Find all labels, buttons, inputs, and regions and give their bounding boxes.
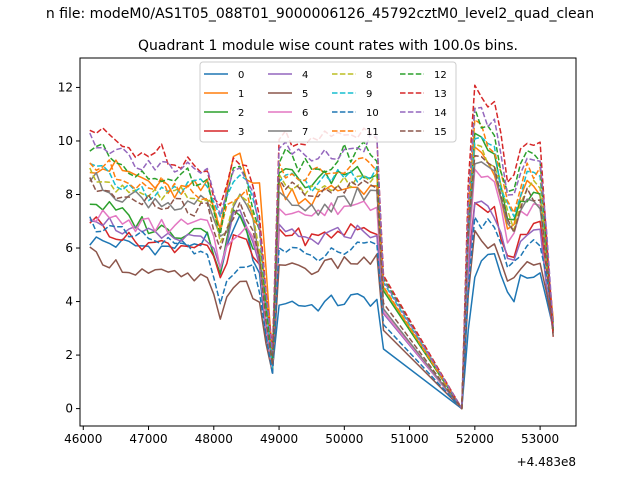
- series-line-6: [89, 168, 554, 410]
- x-tick-label: 49000: [260, 432, 298, 446]
- y-tick-label: 10: [58, 134, 73, 148]
- legend-label-1: 1: [238, 89, 244, 100]
- series-line-13: [89, 84, 554, 410]
- legend-label-10: 10: [366, 108, 379, 119]
- y-tick-label: 4: [65, 295, 73, 309]
- legend-label-7: 7: [302, 127, 308, 138]
- series-line-15: [89, 154, 554, 410]
- series-line-5: [89, 229, 554, 410]
- legend-label-0: 0: [238, 70, 244, 81]
- x-tick-label: 53000: [521, 432, 559, 446]
- legend-label-3: 3: [238, 127, 244, 138]
- series-layer: [89, 84, 554, 410]
- x-axis-offset-label: +4.483e8: [517, 455, 576, 469]
- x-tick-label: 52000: [456, 432, 494, 446]
- y-tick-label: 8: [65, 187, 73, 201]
- legend-label-15: 15: [434, 127, 447, 138]
- y-tick-label: 2: [65, 348, 73, 362]
- legend-label-2: 2: [238, 108, 244, 119]
- figure-suptitle: n file: modeM0/AS1T05_088T01_9000006126_…: [46, 6, 594, 22]
- plot-area: 46000 47000 48000 49000 50000 51000 52000 53000…: [58, 57, 577, 446]
- x-tick-label: 50000: [325, 432, 363, 446]
- x-axis-ticks: 46000 47000 48000 49000 50000 51000 52000 53000: [64, 426, 559, 446]
- y-tick-label: 0: [65, 402, 73, 416]
- y-tick-label: 12: [58, 80, 73, 94]
- series-line-10: [89, 216, 554, 410]
- legend-label-6: 6: [302, 108, 308, 119]
- y-axis-ticks: 0 2 4 6 8 10 12: [58, 80, 80, 416]
- legend-label-5: 5: [302, 89, 308, 100]
- legend-label-14: 14: [434, 108, 447, 119]
- legend-label-8: 8: [366, 70, 372, 81]
- legend-label-12: 12: [434, 70, 447, 81]
- series-line-9: [89, 136, 554, 410]
- legend-label-9: 9: [366, 89, 372, 100]
- y-tick-label: 6: [65, 241, 73, 255]
- x-tick-label: 47000: [129, 432, 167, 446]
- series-line-3: [89, 201, 554, 410]
- series-line-7: [89, 161, 554, 410]
- legend-box: [199, 61, 457, 143]
- series-line-0: [89, 214, 554, 410]
- legend-label-13: 13: [434, 89, 447, 100]
- legend-label-11: 11: [366, 127, 379, 138]
- axes-frame: [79, 57, 577, 427]
- series-line-11: [89, 118, 554, 410]
- series-line-8: [89, 143, 554, 410]
- legend-label-4: 4: [302, 70, 308, 81]
- x-tick-label: 48000: [195, 432, 233, 446]
- x-tick-label: 46000: [64, 432, 102, 446]
- chart-title: Quadrant 1 module wise count rates with …: [138, 38, 518, 54]
- x-tick-label: 51000: [390, 432, 428, 446]
